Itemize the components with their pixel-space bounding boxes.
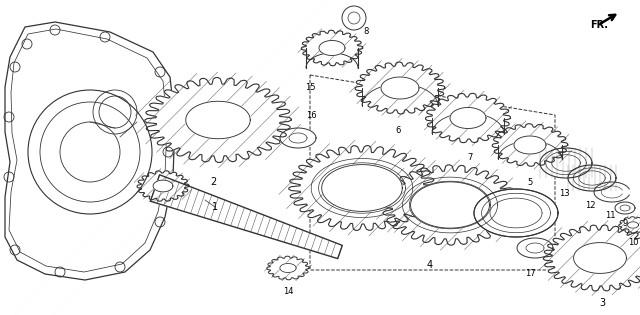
Text: 17: 17 — [525, 269, 535, 278]
Text: 4: 4 — [427, 260, 433, 270]
Polygon shape — [540, 148, 592, 178]
Polygon shape — [568, 165, 616, 191]
Polygon shape — [186, 101, 250, 139]
Text: 11: 11 — [605, 211, 615, 220]
Text: 6: 6 — [396, 126, 401, 135]
Text: 16: 16 — [306, 111, 317, 120]
Polygon shape — [573, 243, 627, 273]
Polygon shape — [426, 93, 511, 143]
Polygon shape — [322, 165, 403, 211]
Text: 12: 12 — [585, 201, 595, 210]
Text: 14: 14 — [283, 287, 293, 296]
Polygon shape — [514, 136, 546, 154]
Polygon shape — [450, 107, 486, 129]
Polygon shape — [474, 189, 558, 237]
Polygon shape — [381, 77, 419, 99]
Polygon shape — [517, 238, 553, 258]
Polygon shape — [620, 205, 630, 211]
Text: 9: 9 — [622, 219, 628, 228]
Polygon shape — [492, 124, 568, 166]
Polygon shape — [145, 77, 291, 163]
Polygon shape — [526, 243, 544, 253]
Text: 5: 5 — [527, 178, 532, 187]
Polygon shape — [280, 264, 296, 272]
Polygon shape — [619, 217, 640, 233]
Polygon shape — [153, 180, 173, 192]
Text: 3: 3 — [599, 298, 605, 308]
Text: 2: 2 — [210, 177, 216, 187]
Text: 7: 7 — [467, 153, 473, 162]
Text: 10: 10 — [628, 238, 638, 247]
Polygon shape — [289, 133, 307, 143]
Polygon shape — [615, 202, 635, 214]
Polygon shape — [137, 171, 189, 201]
Text: 15: 15 — [305, 83, 316, 92]
Polygon shape — [543, 225, 640, 291]
Text: 1: 1 — [212, 202, 218, 212]
Polygon shape — [594, 182, 629, 202]
Polygon shape — [150, 175, 342, 259]
Polygon shape — [301, 30, 363, 66]
Polygon shape — [355, 62, 445, 114]
Polygon shape — [289, 146, 435, 230]
Text: 13: 13 — [559, 189, 570, 198]
Text: 8: 8 — [364, 27, 369, 36]
Polygon shape — [319, 41, 345, 55]
Polygon shape — [628, 222, 639, 228]
Polygon shape — [411, 182, 490, 228]
Text: FR.: FR. — [590, 20, 608, 30]
Polygon shape — [280, 128, 316, 148]
Polygon shape — [381, 165, 518, 245]
Polygon shape — [267, 256, 309, 280]
